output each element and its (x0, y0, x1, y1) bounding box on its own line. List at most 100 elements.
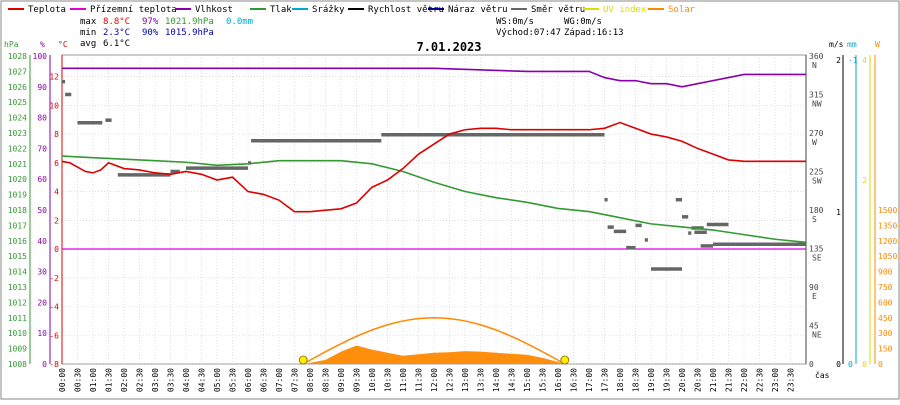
x-axis-ticks: 00:00 00:30 01:00 01:30 02:00 02:30 03:00 03:30… (58, 368, 796, 392)
solar-tick-label: 750 (878, 283, 893, 292)
legend-label-2: Vlhkost (195, 5, 233, 15)
stat-max-temp: 8.8°C (103, 17, 130, 27)
legend-label-3: Tlak (270, 5, 292, 15)
temp-tick-label: 2 (54, 216, 59, 225)
dir-tick-label: 0 (809, 360, 814, 369)
x-tick-label: 18:30 (632, 368, 641, 392)
hpa-tick-label: 1024 (8, 114, 27, 123)
x-tick-label: 22:30 (756, 368, 765, 392)
pct-tick-label: 30 (37, 268, 47, 277)
stat-max-hum: 97% (142, 17, 159, 27)
dir-tick-label: 225 (809, 168, 824, 177)
pct-tick-label: 60 (37, 175, 47, 184)
hpa-tick-label: 1018 (8, 206, 27, 215)
stat-avg-label: avg (80, 39, 96, 49)
legend-label-4: Srážky (312, 5, 345, 15)
x-tick-label: 23:30 (787, 368, 796, 392)
x-tick-label: 23:00 (771, 368, 780, 392)
solar-tick-label: 1500 (878, 206, 897, 215)
uv-tick-label: 4 (862, 56, 867, 65)
temp-tick-label: 4 (54, 188, 59, 197)
legend: Teplota Přízemní teplota Vlhkost Tlak Srážky… (8, 5, 696, 15)
hpa-tick-label: 1008 (8, 360, 27, 369)
x-tick-label: 14:30 (508, 368, 517, 392)
pct-tick-label: 20 (37, 298, 47, 307)
pct-tick-label: 40 (37, 237, 47, 246)
x-tick-label: 15:00 (523, 368, 532, 392)
dir-tick-label: 360 (809, 52, 824, 61)
hpa-tick-label: 1019 (8, 191, 27, 200)
legend-label-9: Solar (668, 5, 696, 15)
solar-tick-label: 1350 (878, 221, 897, 230)
solar-tick-label: 1200 (878, 237, 897, 246)
mm-tick-label: 0 (848, 360, 853, 369)
stat-max-press: 1021.9hPa (165, 17, 214, 27)
x-tick-label: 00:00 (58, 368, 67, 392)
hpa-tick-label: 1016 (8, 237, 27, 246)
dir-tick-label: 315 (809, 91, 824, 100)
series (61, 67, 807, 365)
sun-path-arc (302, 317, 566, 365)
x-tick-label: 00:30 (74, 368, 83, 392)
x-tick-label: 10:00 (368, 368, 377, 392)
ms-tick-label: 0 (836, 360, 841, 369)
hpa-tick-label: 1017 (8, 221, 27, 230)
temp-tick-label: 10 (49, 101, 59, 110)
x-tick-label: 08:30 (322, 368, 331, 392)
x-tick-label: 04:30 (198, 368, 207, 392)
solar-tick-label: 450 (878, 314, 893, 323)
ms-tick-label: 1 (836, 208, 841, 217)
solar-tick-label: 0 (878, 360, 883, 369)
x-tick-label: 03:00 (151, 368, 160, 392)
x-tick-label: 02:30 (136, 368, 145, 392)
legend-label-7: Směr větru (531, 5, 585, 15)
mm-tick-label: -1 (848, 56, 858, 65)
x-tick-label: 04:00 (182, 368, 191, 392)
legend-label-8: UV index (603, 5, 647, 15)
x-tick-label: 12:00 (430, 368, 439, 392)
pct-tick-label: 80 (37, 114, 47, 123)
x-tick-label: 11:30 (415, 368, 424, 392)
x-tick-label: 01:00 (89, 368, 98, 392)
pct-tick-label: 50 (37, 206, 47, 215)
hpa-tick-label: 1009 (8, 345, 27, 354)
x-tick-label: 16:30 (570, 368, 579, 392)
unit-pct: % (40, 40, 45, 49)
temp-tick-label: 0 (54, 245, 59, 254)
x-tick-label: 17:00 (585, 368, 594, 392)
stat-min-hum: 90% (142, 28, 159, 38)
dir-tick-label: 45 (809, 322, 819, 331)
pct-tick-label: 10 (37, 329, 47, 338)
x-tick-label: 05:30 (229, 368, 238, 392)
axis-unit-labels: hPa % °C m/s mm W čas (4, 40, 880, 380)
x-tick-label: 12:30 (446, 368, 455, 392)
sunset-time: Západ:16:13 (564, 28, 624, 38)
x-tick-label: 01:30 (105, 368, 114, 392)
hpa-tick-label: 1011 (8, 314, 27, 323)
x-tick-label: 09:00 (337, 368, 346, 392)
temp-tick-label: -4 (49, 303, 59, 312)
solar-tick-label: 300 (878, 329, 893, 338)
solar-tick-label: 600 (878, 298, 893, 307)
unit-degc: °C (58, 40, 68, 49)
dir-card-label: NE (812, 331, 822, 340)
x-tick-label: 06:00 (244, 368, 253, 392)
wind-ws: WS:0m/s (496, 17, 534, 27)
x-tick-label: 20:30 (694, 368, 703, 392)
hpa-tick-label: 1020 (8, 175, 27, 184)
dir-tick-label: 90 (809, 283, 819, 292)
wind-info: WS:0m/s WG:0m/s Východ:07:47 Západ:16:13 (496, 17, 624, 38)
wind-wg: WG:0m/s (564, 17, 602, 27)
pct-tick-label: 90 (37, 83, 47, 92)
solar-tick-label: 1050 (878, 252, 897, 261)
x-tick-label: 13:00 (461, 368, 470, 392)
temp-tick-label: 8 (54, 130, 59, 139)
temp-tick-label: -6 (49, 331, 59, 340)
dir-card-label: S (812, 215, 817, 224)
dir-card-label: E (812, 292, 817, 301)
x-tick-label: 03:30 (167, 368, 176, 392)
unit-w: W (875, 40, 880, 49)
x-tick-label: 15:30 (539, 368, 548, 392)
